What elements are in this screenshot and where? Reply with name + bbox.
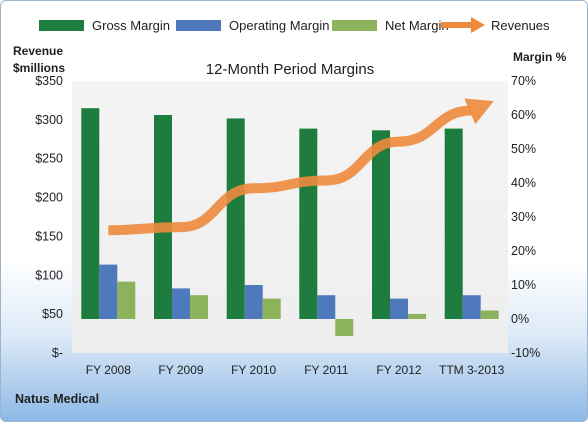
axis-labels: Revenue $millions Margin % $- $50 $100 $150 $20… xyxy=(13,44,567,360)
chart-title: 12-Month Period Margins xyxy=(206,61,374,78)
bar-net-margin xyxy=(262,298,281,319)
category-label: FY 2012 xyxy=(376,363,421,377)
category-label: TTM 3-2013 xyxy=(439,363,505,377)
bar-operating-margin xyxy=(244,285,263,319)
bar-operating-margin xyxy=(390,298,408,319)
bar-net-margin xyxy=(408,313,426,319)
legend-label-revenues: Revenues xyxy=(491,18,550,33)
bar-gross-margin xyxy=(299,128,318,319)
category-label: FY 2008 xyxy=(86,363,131,377)
left-tick-label: $50 xyxy=(42,307,63,321)
revenue-line-arrowhead xyxy=(464,98,494,125)
category-label: FY 2009 xyxy=(158,363,203,377)
bar-net-margin xyxy=(117,281,136,319)
category-labels: FY 2008 FY 2009 FY 2010 FY 2011 FY 2012 TTM 3… xyxy=(86,363,505,377)
right-tick-label: 70% xyxy=(511,74,536,88)
legend-swatch-net-margin xyxy=(332,20,377,31)
bar-net-margin xyxy=(480,310,499,319)
category-label: FY 2010 xyxy=(231,363,276,377)
legend-arrowhead-revenues xyxy=(471,17,485,33)
left-axis-title-line1: Revenue xyxy=(13,44,63,58)
left-tick-label: $300 xyxy=(35,113,63,127)
bar-operating-margin xyxy=(317,295,336,319)
left-tick-label: $100 xyxy=(35,268,63,282)
legend-swatch-operating-margin xyxy=(176,20,221,31)
left-tick-label: $150 xyxy=(35,229,63,243)
bar-net-margin xyxy=(190,295,208,319)
left-tick-label: $350 xyxy=(35,74,63,88)
bar-gross-margin xyxy=(81,108,100,319)
bar-gross-margin xyxy=(372,130,390,319)
category-label: FY 2011 xyxy=(304,363,349,377)
bar-operating-margin xyxy=(99,264,118,319)
legend-swatch-gross-margin xyxy=(39,20,84,31)
right-axis-title: Margin % xyxy=(513,50,567,64)
right-tick-label: 40% xyxy=(511,176,536,190)
legend-label-gross-margin: Gross Margin xyxy=(92,18,170,33)
bar-operating-margin xyxy=(462,295,481,319)
right-tick-label: 60% xyxy=(511,108,536,122)
right-tick-label: 10% xyxy=(511,278,536,292)
bar-gross-margin xyxy=(154,115,172,319)
bar-net-margin xyxy=(335,319,354,336)
right-tick-label: -10% xyxy=(511,346,540,360)
footer-company-name: Natus Medical xyxy=(15,392,99,406)
bar-gross-margin xyxy=(444,128,463,319)
bar-operating-margin xyxy=(172,288,190,319)
left-axis-title-line2: $millions xyxy=(13,61,65,75)
revenue-line-group xyxy=(108,98,494,236)
left-tick-label: $- xyxy=(52,346,63,360)
bar-gross-margin xyxy=(226,118,245,320)
bar-series-group xyxy=(81,108,499,336)
right-tick-label: 20% xyxy=(511,244,536,258)
right-tick-label: 30% xyxy=(511,210,536,224)
legend-label-operating-margin: Operating Margin xyxy=(229,18,329,33)
legend: Gross Margin Operating Margin Net Margin Re… xyxy=(39,17,550,33)
left-tick-label: $200 xyxy=(35,191,63,205)
right-tick-label: 0% xyxy=(511,312,529,326)
left-tick-label: $250 xyxy=(35,152,63,166)
legend-label-net-margin: Net Margin xyxy=(385,18,449,33)
right-tick-label: 50% xyxy=(511,142,536,156)
revenue-line xyxy=(108,105,472,236)
